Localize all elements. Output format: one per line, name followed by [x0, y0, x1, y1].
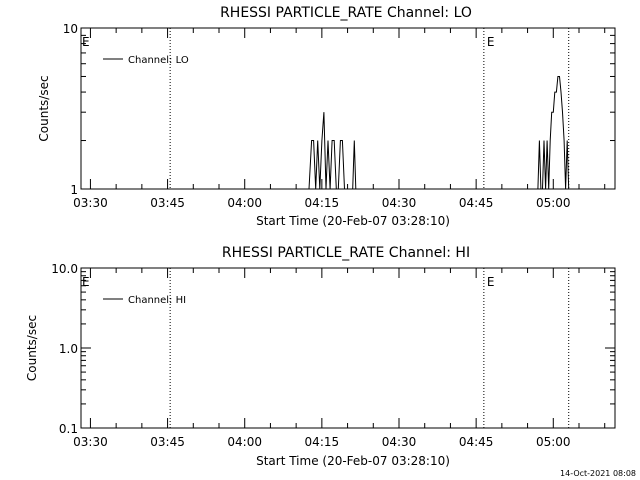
plot-frame-0	[80, 27, 616, 190]
y-axis-label-1: Counts/sec	[25, 315, 39, 381]
left-edge-label: E	[82, 275, 90, 289]
event-marker-label: E	[487, 35, 495, 49]
x-tick-label: 03:45	[150, 435, 185, 449]
series-line-0-0	[308, 76, 571, 190]
x-tick-label: 04:30	[382, 196, 417, 210]
chart-title-1: RHESSI PARTICLE_RATE Channel: HI	[222, 245, 470, 261]
x-tick-label: 04:45	[459, 435, 494, 449]
y-tick-label: 1	[70, 183, 78, 197]
x-axis-label-1: Start Time (20-Feb-07 03:28:10)	[256, 454, 450, 468]
left-edge-label: E	[82, 35, 90, 49]
legend-label-1: Channel: HI	[128, 295, 186, 306]
x-tick-label: 04:00	[227, 435, 262, 449]
y-tick-label: 10.0	[51, 262, 78, 276]
x-tick-label: 04:00	[227, 196, 262, 210]
legend-label-0: Channel: LO	[128, 55, 189, 66]
x-tick-label: 03:45	[150, 196, 185, 210]
x-axis-label-0: Start Time (20-Feb-07 03:28:10)	[256, 214, 450, 228]
footer-timestamp: 14-Oct-2021 08:08	[560, 469, 636, 478]
x-tick-label: 04:15	[305, 196, 340, 210]
x-tick-label: 03:30	[73, 435, 108, 449]
x-tick-label: 03:30	[73, 196, 108, 210]
y-axis-label-0: Counts/sec	[37, 75, 51, 141]
x-tick-label: 04:30	[382, 435, 417, 449]
y-tick-label: 1.0	[59, 342, 78, 356]
plot-frame-1	[80, 267, 616, 429]
chart-title-0: RHESSI PARTICLE_RATE Channel: LO	[220, 5, 472, 21]
x-tick-label: 05:00	[536, 435, 571, 449]
y-tick-label: 0.1	[59, 422, 78, 436]
y-tick-label: 10	[63, 22, 78, 36]
x-tick-label: 04:45	[459, 196, 494, 210]
event-marker-label: E	[487, 275, 495, 289]
x-tick-label: 04:15	[305, 435, 340, 449]
x-tick-label: 05:00	[536, 196, 571, 210]
